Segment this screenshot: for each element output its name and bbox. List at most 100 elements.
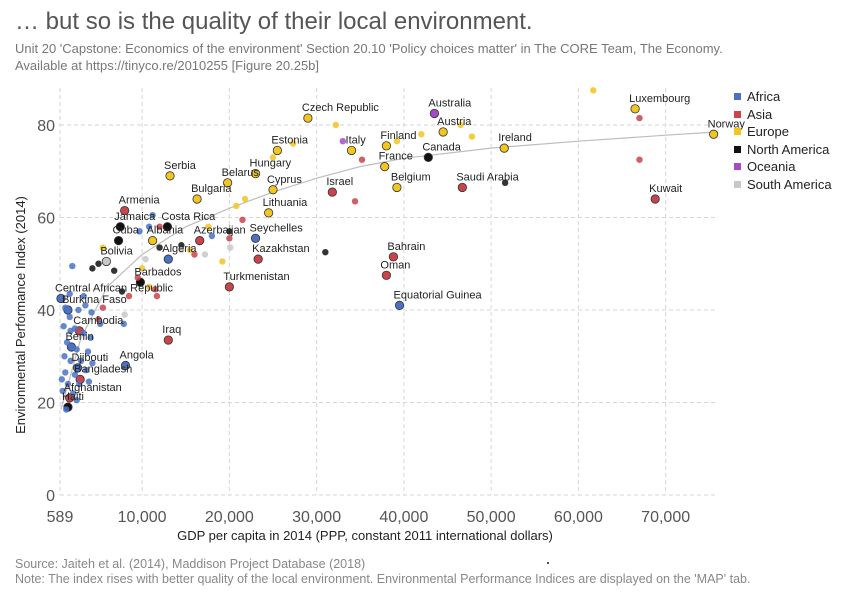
data-point[interactable]	[250, 168, 261, 179]
data-point[interactable]	[84, 348, 92, 355]
data-point[interactable]	[358, 156, 366, 163]
data-point[interactable]	[380, 162, 390, 172]
legend-item[interactable]: Asia	[734, 106, 832, 124]
data-point[interactable]	[457, 121, 464, 129]
data-point[interactable]	[56, 293, 66, 304]
data-point[interactable]	[322, 248, 329, 256]
legend-item[interactable]: Africa	[734, 88, 832, 106]
data-point[interactable]	[110, 267, 118, 274]
data-point[interactable]	[138, 265, 146, 272]
data-point[interactable]	[142, 255, 149, 263]
data-point[interactable]	[163, 254, 173, 264]
data-point[interactable]	[152, 285, 159, 293]
data-point[interactable]	[67, 357, 74, 365]
data-point[interactable]	[351, 198, 359, 205]
data-point[interactable]	[650, 194, 660, 204]
data-point[interactable]	[332, 121, 340, 129]
data-point[interactable]	[178, 242, 185, 249]
data-point[interactable]	[120, 205, 130, 216]
data-point[interactable]	[145, 283, 153, 291]
data-point[interactable]	[327, 187, 337, 197]
data-point[interactable]	[125, 292, 133, 300]
data-point[interactable]	[153, 292, 161, 300]
data-point[interactable]	[113, 236, 124, 246]
legend-item[interactable]: Europe	[734, 123, 832, 141]
data-point[interactable]	[224, 282, 234, 292]
data-point[interactable]	[136, 228, 143, 235]
data-point[interactable]	[121, 311, 128, 318]
data-point[interactable]	[120, 360, 131, 371]
data-point[interactable]	[250, 233, 261, 243]
data-point[interactable]	[423, 152, 433, 162]
data-point[interactable]	[208, 232, 216, 240]
data-point[interactable]	[69, 390, 77, 397]
data-point[interactable]	[64, 380, 72, 388]
data-point[interactable]	[381, 141, 392, 151]
data-point[interactable]	[60, 322, 67, 330]
data-point[interactable]	[71, 371, 79, 378]
data-point[interactable]	[499, 143, 509, 153]
legend-item[interactable]: Oceania	[734, 158, 832, 176]
data-point[interactable]	[77, 357, 85, 365]
data-point[interactable]	[87, 334, 94, 341]
data-point[interactable]	[392, 182, 402, 193]
legend-item[interactable]: South America	[734, 176, 832, 194]
data-point[interactable]	[268, 185, 278, 195]
data-point[interactable]	[149, 211, 156, 219]
data-point[interactable]	[438, 127, 448, 137]
data-point[interactable]	[156, 223, 163, 230]
data-point[interactable]	[630, 104, 640, 114]
data-point[interactable]	[388, 252, 399, 262]
data-point[interactable]	[120, 320, 127, 328]
data-point[interactable]	[165, 171, 175, 181]
data-point[interactable]	[339, 137, 347, 145]
data-point[interactable]	[227, 244, 234, 251]
data-point[interactable]	[191, 251, 198, 258]
data-point[interactable]	[76, 380, 83, 388]
data-point[interactable]	[69, 262, 76, 270]
data-point[interactable]	[468, 133, 476, 140]
data-point[interactable]	[82, 302, 89, 309]
data-point[interactable]	[192, 194, 202, 204]
data-point[interactable]	[71, 325, 79, 332]
data-point[interactable]	[147, 236, 158, 246]
data-point[interactable]	[178, 246, 185, 254]
data-point[interactable]	[115, 222, 125, 232]
data-point[interactable]	[89, 359, 96, 367]
data-point[interactable]	[205, 223, 212, 230]
data-point[interactable]	[63, 339, 71, 346]
data-point[interactable]	[72, 363, 83, 373]
data-point[interactable]	[346, 145, 357, 156]
data-point[interactable]	[83, 366, 90, 374]
data-point[interactable]	[226, 228, 233, 235]
data-point[interactable]	[75, 306, 82, 314]
data-point[interactable]	[239, 216, 246, 224]
data-point[interactable]	[303, 113, 313, 123]
data-point[interactable]	[501, 179, 509, 187]
data-point[interactable]	[101, 256, 111, 267]
data-point[interactable]	[66, 313, 73, 321]
data-point[interactable]	[264, 208, 274, 218]
data-point[interactable]	[241, 195, 249, 203]
data-point[interactable]	[393, 137, 401, 145]
data-point[interactable]	[62, 304, 69, 311]
data-point[interactable]	[381, 270, 392, 280]
data-point[interactable]	[429, 108, 440, 119]
data-point[interactable]	[394, 300, 405, 310]
data-point[interactable]	[63, 406, 70, 413]
data-point[interactable]	[223, 178, 233, 188]
data-point[interactable]	[269, 154, 277, 161]
data-point[interactable]	[85, 378, 93, 385]
data-point[interactable]	[226, 235, 233, 242]
data-point[interactable]	[289, 140, 297, 147]
data-point[interactable]	[145, 223, 153, 230]
data-point[interactable]	[636, 156, 643, 163]
data-point[interactable]	[89, 265, 96, 272]
data-point[interactable]	[118, 288, 126, 295]
data-point[interactable]	[457, 182, 467, 193]
data-point[interactable]	[58, 376, 66, 383]
data-point[interactable]	[233, 202, 240, 210]
data-point[interactable]	[73, 396, 80, 404]
data-point[interactable]	[66, 290, 73, 298]
data-point[interactable]	[95, 260, 102, 267]
